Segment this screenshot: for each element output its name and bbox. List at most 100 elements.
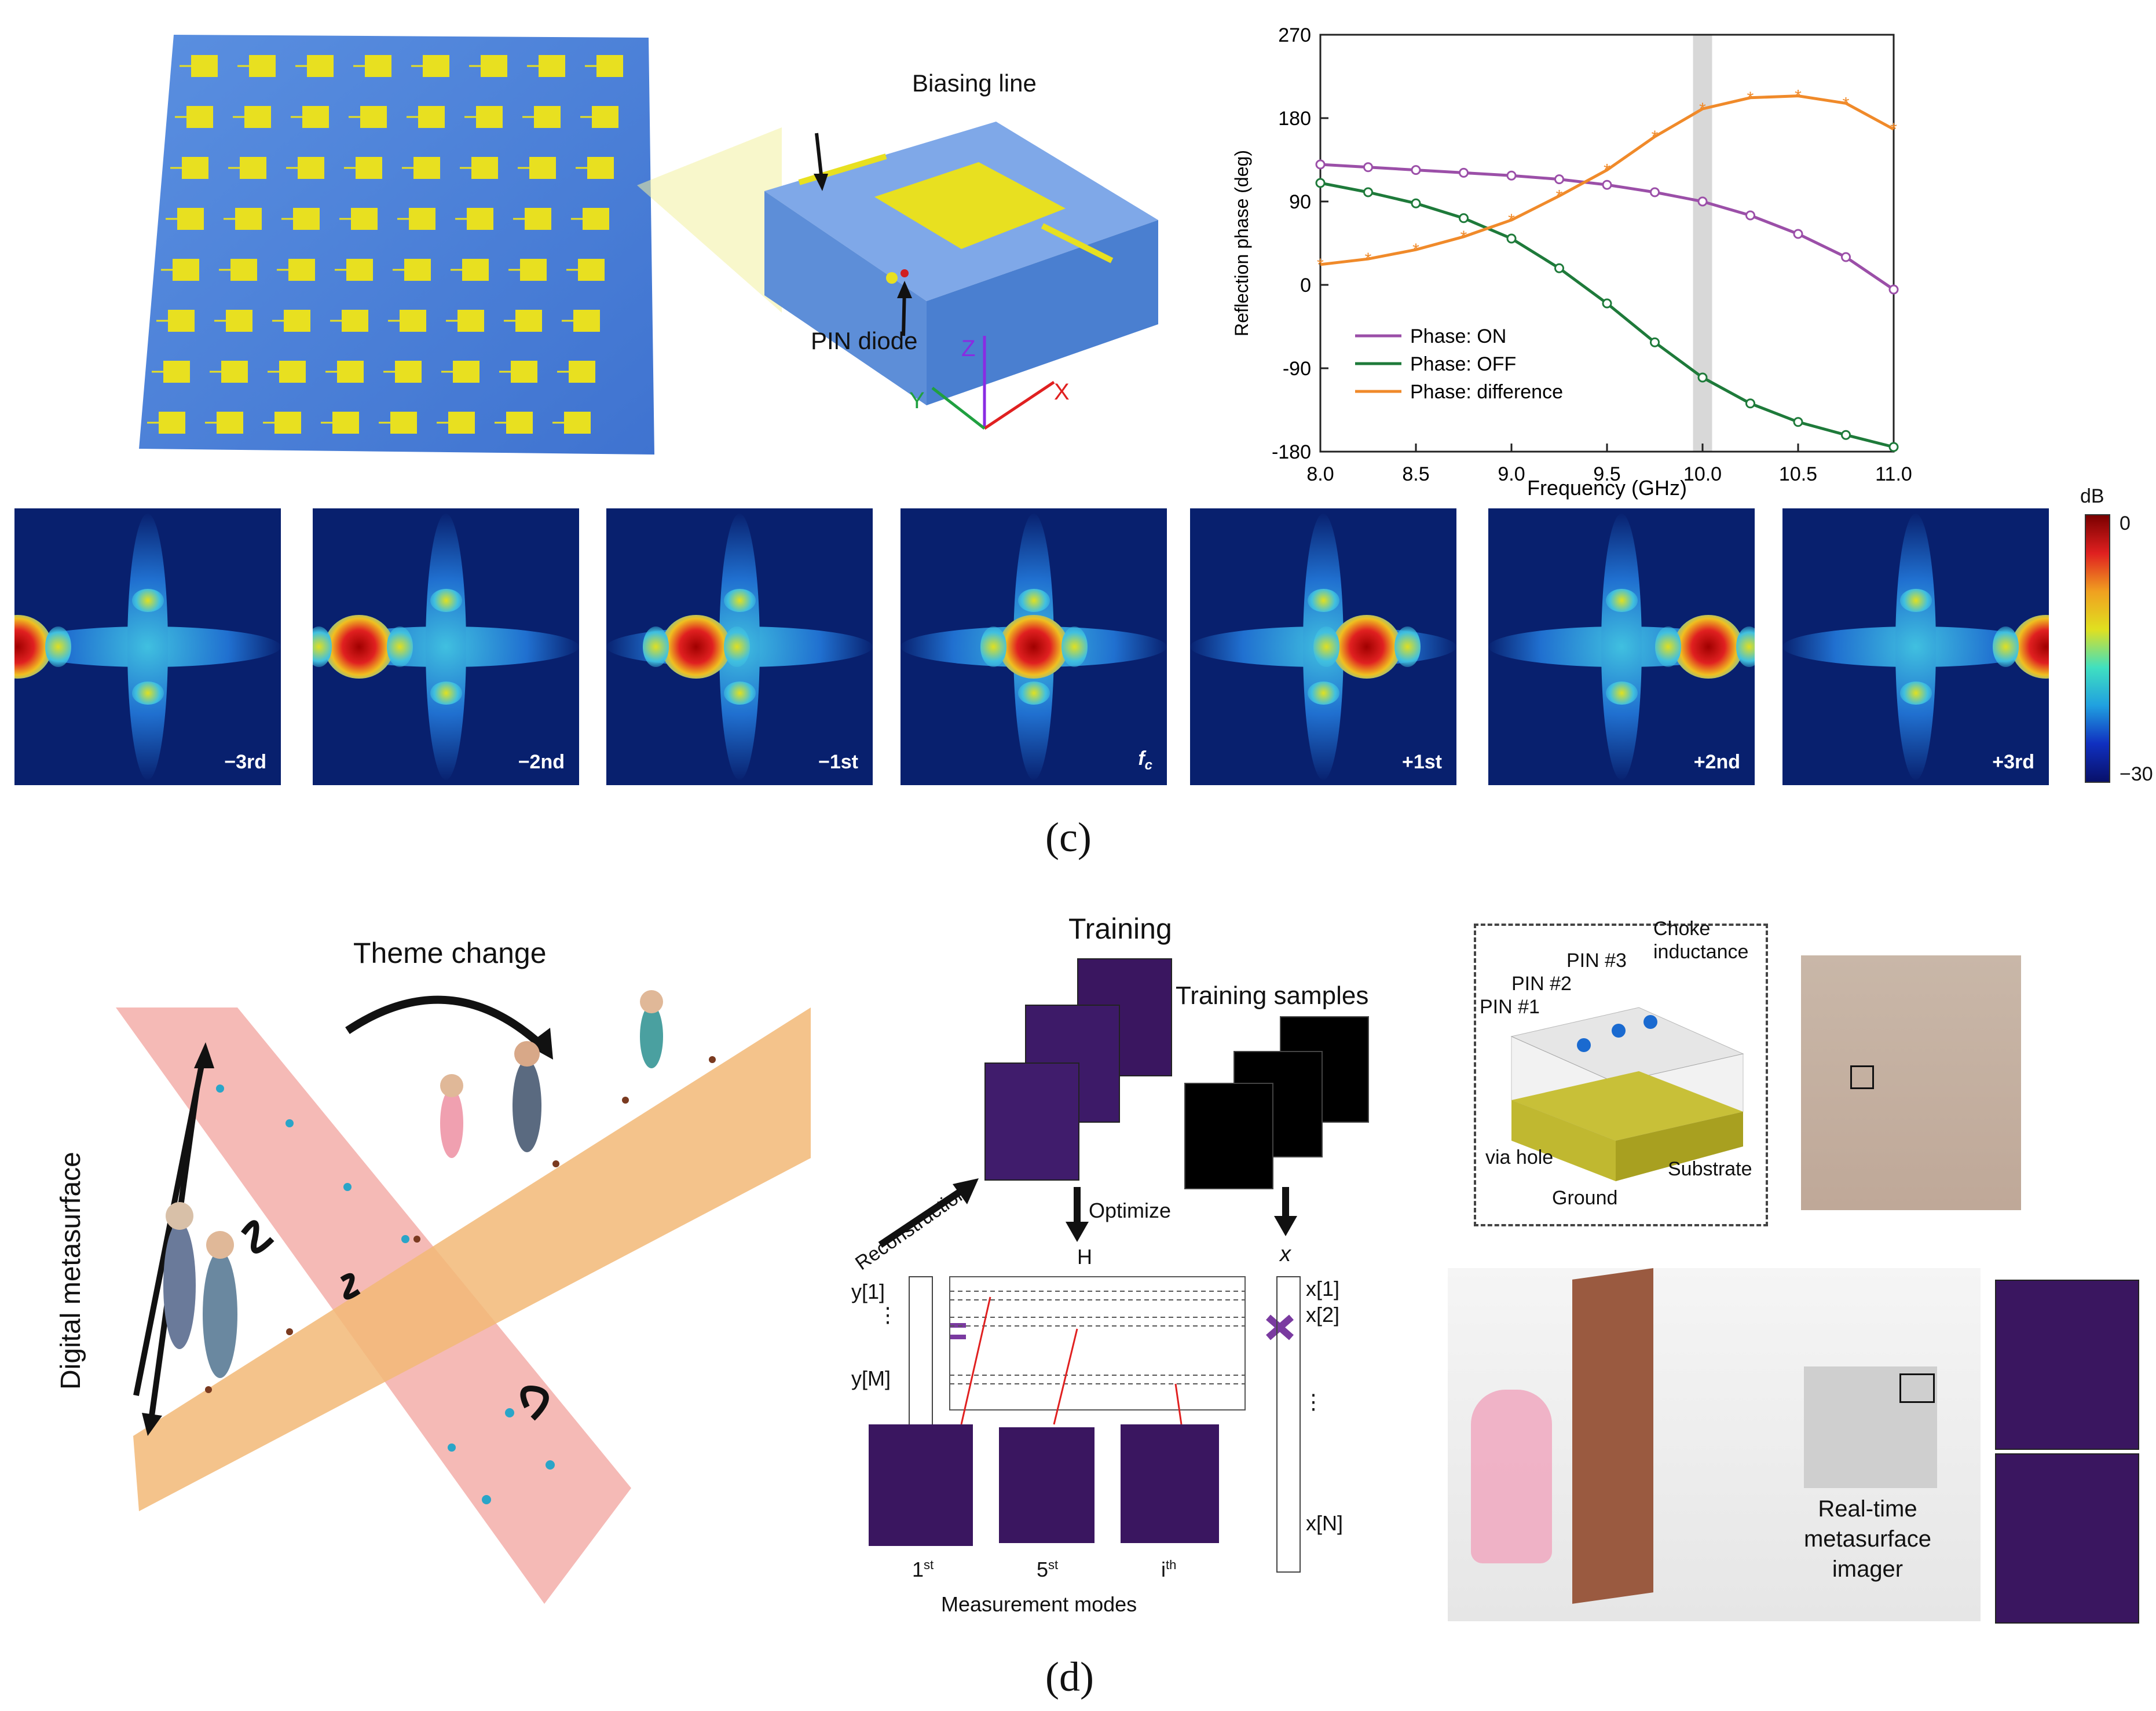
x-tick-label: 10.0 [1683,463,1722,485]
data-point [1697,372,1708,383]
chart-legend: Phase: ON Phase: OFF Phase: difference [1355,325,1563,403]
patch [453,361,479,383]
patch [298,157,324,179]
data-point: * [1843,94,1850,113]
data-point [1506,233,1517,244]
patch [284,310,310,332]
patch [168,310,195,332]
data-point: * [1652,127,1659,146]
pin1-label: PIN #1 [1480,996,1540,1018]
data-point [1602,179,1612,190]
field-lobe [1313,626,1339,667]
y-tick-label: 270 [1278,24,1311,46]
field-pattern-p3: +3rd [1782,508,2049,785]
patch [177,208,204,230]
xN-label: x[N] [1306,1511,1344,1535]
x-tick-label: 11.0 [1875,463,1912,485]
imager-result-2 [1995,1453,2139,1624]
patch [365,55,391,77]
patch [578,259,605,281]
y-axis-label: Reflection phase (deg) [1231,150,1252,336]
unit-cell-illustration [764,122,1158,430]
x-tick-label: 8.0 [1306,463,1334,485]
pin3-label: PIN #3 [1566,950,1627,972]
y-tick-label: 0 [1300,274,1311,296]
data-point [1554,263,1564,273]
field-lobe [430,589,462,612]
data-point [1411,198,1421,208]
patch [221,361,248,383]
field-pattern-m1: −1st [606,508,873,785]
patch [395,361,422,383]
field-lobe [313,626,332,667]
field-lobe [426,514,466,780]
field-lobe [1061,626,1088,667]
patch [520,259,547,281]
y-tick-label: 90 [1289,191,1311,213]
unit-cell-3d [1510,1007,1744,1181]
x-tick-label: 9.0 [1498,463,1525,485]
legend-entry: Phase: OFF [1410,353,1516,375]
metasurface-array-illustration [139,35,654,455]
patch [360,106,387,128]
field-lobe [1307,589,1339,612]
data-point [1841,252,1851,262]
data-point: * [1747,89,1754,108]
series-line [1320,94,1895,266]
field-tag: +1st [1402,751,1442,773]
patch [288,259,315,281]
brick-wall [1572,1268,1653,1604]
patch [515,310,542,332]
patch [573,310,600,332]
x2-label: x[2] [1306,1303,1340,1327]
axis-z-label: Z [961,336,976,361]
data-point [1793,417,1803,427]
field-lobe [1601,514,1642,780]
field-lobe [723,682,756,705]
data-point [1506,170,1517,181]
patch [337,361,364,383]
imager-label-line2: metasurface [1803,1526,1932,1552]
data-point [1459,167,1469,178]
y-tick-label: -90 [1283,358,1311,380]
patch [356,157,382,179]
field-lobe [1654,626,1681,667]
axis-y-label: Y [909,388,925,413]
data-point: * [1317,255,1324,274]
field-lobe [1017,589,1050,612]
field-tag: −2nd [518,751,565,773]
patch [249,55,276,77]
pin2-label: PIN #2 [1511,973,1572,995]
data-point [1650,337,1660,347]
field-lobe [642,626,669,667]
patch [409,208,435,230]
imager-label: Real-time metasurface imager [1795,1494,1940,1584]
patch [413,157,440,179]
data-point: * [1412,240,1419,259]
field-lobe [1992,626,2019,667]
data-point [1315,178,1326,188]
field-lobe [1605,589,1638,612]
data-point [1363,162,1373,173]
patch [390,412,417,434]
mode-image-1 [869,1424,973,1546]
field-pattern-m3: −3rd [14,508,281,785]
patch [418,106,445,128]
data-point: * [1556,186,1563,206]
patch [240,157,266,179]
data-point [1888,284,1899,295]
field-lobe [999,615,1068,679]
mode-i-label: ith [1161,1558,1177,1581]
field-lobe [430,682,462,705]
patch [346,259,373,281]
field-lobe [1605,682,1638,705]
field-tag: −3rd [224,751,266,773]
field-lobe [1899,682,1932,705]
field-lobe [1332,615,1401,679]
data-point [1459,213,1469,224]
data-point [1745,398,1755,409]
data-point: * [1365,250,1372,269]
patch [307,55,334,77]
patch [534,106,561,128]
digital-metasurface-label: Digital metasurface [56,1152,86,1390]
